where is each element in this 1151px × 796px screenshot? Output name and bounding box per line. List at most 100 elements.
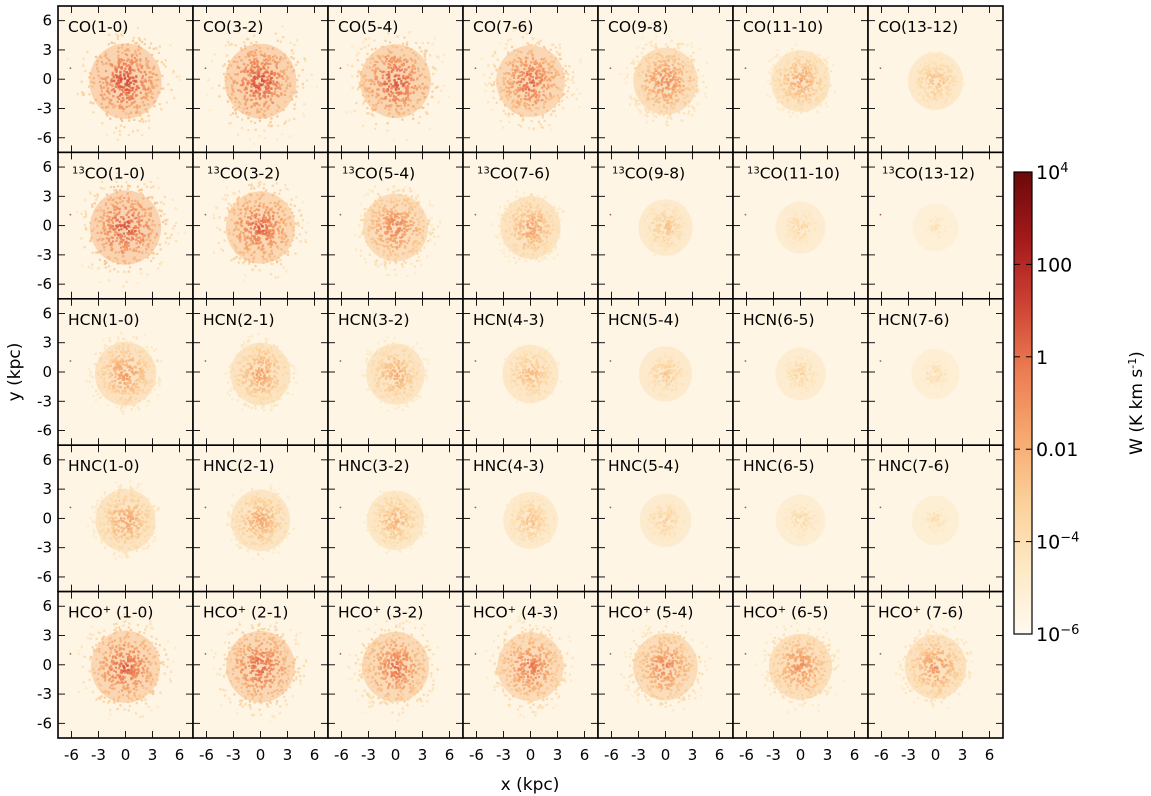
- emission-pixel: [928, 70, 932, 73]
- emission-pixel: [291, 211, 294, 214]
- emission-pixel: [642, 55, 645, 58]
- emission-pixel: [270, 262, 273, 266]
- emission-pixel: [934, 75, 937, 78]
- species-name: CO: [355, 164, 378, 182]
- emission-pixel: [666, 124, 669, 127]
- emission-pixel: [911, 74, 914, 77]
- emission-pixel: [826, 56, 829, 59]
- emission-pixel: [96, 60, 99, 63]
- emission-pixel: [91, 229, 94, 232]
- emission-pixel: [276, 104, 279, 107]
- emission-pixel: [799, 86, 802, 89]
- emission-pixel: [384, 39, 387, 42]
- emission-pixel: [414, 214, 417, 217]
- emission-pixel: [783, 74, 787, 77]
- emission-pixel: [363, 212, 367, 215]
- emission-pixel: [792, 95, 795, 98]
- emission-pixel: [251, 214, 254, 217]
- emission-pixel: [278, 215, 281, 218]
- emission-pixel: [244, 274, 247, 277]
- emission-pixel: [126, 221, 129, 224]
- emission-pixel: [135, 75, 138, 79]
- emission-pixel: [696, 88, 699, 91]
- emission-pixel: [395, 256, 399, 259]
- emission-pixel: [789, 90, 792, 93]
- emission-pixel: [800, 104, 803, 107]
- emission-pixel: [937, 75, 940, 78]
- emission-pixel: [626, 73, 630, 76]
- emission-pixel: [295, 91, 298, 94]
- emission-pixel: [819, 80, 822, 83]
- emission-pixel: [231, 86, 234, 90]
- emission-pixel: [364, 37, 367, 41]
- emission-pixel: [268, 220, 271, 223]
- emission-pixel: [111, 217, 114, 220]
- emission-pixel: [266, 91, 269, 94]
- emission-spot: [339, 213, 342, 216]
- emission-pixel: [397, 223, 400, 226]
- emission-pixel: [397, 254, 400, 257]
- emission-pixel: [676, 45, 679, 48]
- emission-pixel: [238, 234, 241, 237]
- emission-pixel: [629, 95, 632, 98]
- emission-pixel: [406, 242, 409, 245]
- emission-pixel: [786, 102, 789, 105]
- emission-pixel: [673, 61, 676, 64]
- emission-pixel: [548, 98, 551, 101]
- emission-pixel: [431, 204, 434, 207]
- emission-pixel: [249, 61, 253, 64]
- emission-pixel: [281, 58, 284, 61]
- emission-pixel: [536, 62, 539, 65]
- emission-pixel: [226, 100, 229, 103]
- emission-pixel: [258, 116, 261, 119]
- emission-pixel: [254, 265, 257, 268]
- emission-pixel: [248, 51, 251, 54]
- emission-pixel: [674, 72, 677, 75]
- emission-pixel: [499, 67, 502, 70]
- emission-pixel: [114, 201, 117, 204]
- emission-pixel: [245, 229, 248, 232]
- emission-pixel: [102, 222, 105, 225]
- emission-pixel: [375, 78, 378, 81]
- emission-pixel: [117, 57, 120, 60]
- emission-pixel: [159, 248, 162, 251]
- emission-pixel: [416, 202, 419, 205]
- emission-pixel: [82, 64, 85, 67]
- species-name: CO: [473, 18, 496, 36]
- emission-pixel: [231, 93, 234, 96]
- emission-pixel: [647, 106, 650, 109]
- emission-pixel: [541, 74, 544, 77]
- emission-pixel: [683, 88, 686, 91]
- emission-pixel: [419, 216, 422, 219]
- emission-pixel: [915, 79, 918, 82]
- emission-pixel: [175, 222, 178, 225]
- emission-pixel: [375, 96, 378, 99]
- emission-pixel: [687, 61, 690, 64]
- emission-pixel: [248, 230, 251, 233]
- emission-pixel: [231, 112, 234, 115]
- emission-pixel: [137, 44, 140, 47]
- emission-pixel: [391, 69, 394, 72]
- emission-pixel: [279, 58, 282, 61]
- emission-pixel: [774, 55, 778, 58]
- emission-pixel: [370, 226, 373, 229]
- emission-pixel: [413, 240, 416, 243]
- emission-pixel: [288, 216, 291, 219]
- emission-pixel: [676, 84, 679, 87]
- emission-pixel: [382, 239, 385, 243]
- emission-pixel: [265, 61, 268, 64]
- emission-pixel: [162, 87, 165, 90]
- emission-pixel: [115, 126, 118, 129]
- emission-pixel: [304, 59, 307, 62]
- emission-pixel: [287, 217, 290, 220]
- emission-pixel: [132, 101, 135, 104]
- emission-pixel: [682, 60, 685, 63]
- emission-pixel: [286, 61, 289, 64]
- emission-pixel: [403, 199, 406, 202]
- emission-pixel: [530, 96, 533, 99]
- emission-pixel: [422, 230, 425, 233]
- emission-pixel: [362, 124, 365, 127]
- emission-pixel: [404, 102, 407, 105]
- emission-pixel: [640, 85, 644, 88]
- emission-pixel: [125, 105, 128, 108]
